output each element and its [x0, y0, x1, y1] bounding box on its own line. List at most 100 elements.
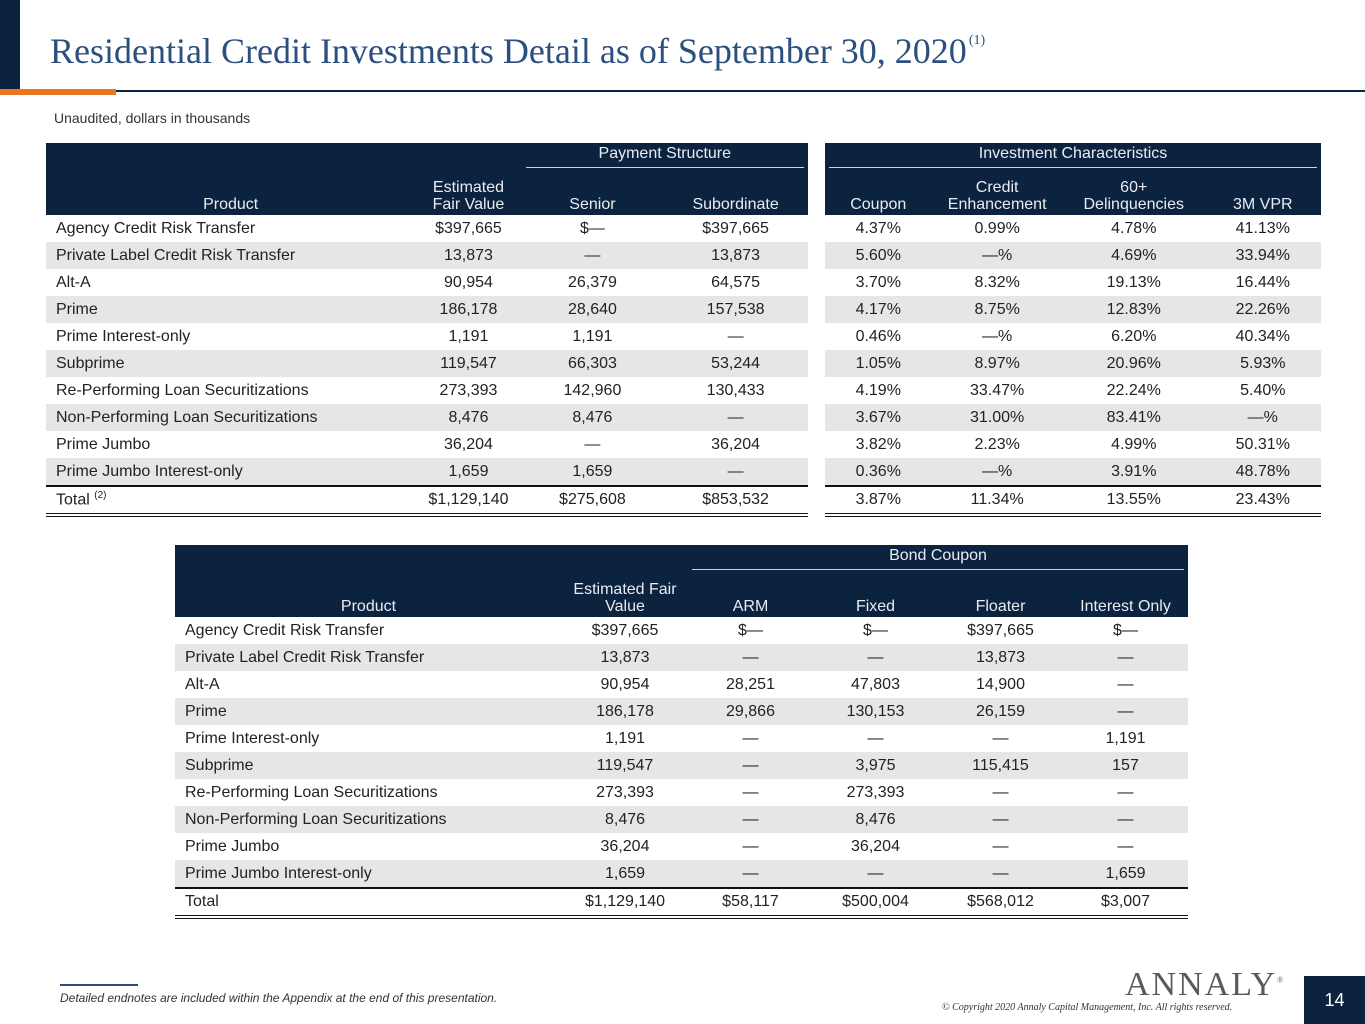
- left-accent-bar: [0, 0, 20, 90]
- value-cell: 33.94%: [1204, 242, 1321, 269]
- product-cell: Prime Jumbo Interest-only: [175, 860, 562, 888]
- column-header-row: Product Estimated Fair Value ARM Fixed F…: [175, 572, 1188, 617]
- value-cell: 31.00%: [931, 404, 1063, 431]
- value-cell: 1,659: [521, 458, 664, 486]
- title-rule: [20, 90, 1365, 92]
- value-cell: 28,251: [726, 675, 775, 693]
- value-cell: 4.37%: [855, 219, 901, 237]
- value-cell: $397,665: [702, 219, 769, 237]
- value-cell: $—: [738, 621, 763, 639]
- footnote-rule: [60, 984, 138, 986]
- group-header-investment-characteristics: Investment Characteristics: [825, 143, 1321, 170]
- value-cell: —: [688, 860, 813, 888]
- value-cell: 115,415: [938, 752, 1063, 779]
- total-value-cell: $500,004: [813, 887, 938, 919]
- annaly-logo: ANNALY®: [1125, 966, 1286, 1003]
- value-cell: 83.41%: [1062, 404, 1205, 431]
- table-row: Prime Jumbo Interest-only 1,659 1,659—0.36…: [46, 458, 1321, 486]
- value-cell: 19.13%: [1106, 273, 1161, 291]
- value-cell: 186,178: [562, 698, 688, 725]
- total-row: Total (2) $1,129,140 $275,608 $853,532 3.87%…: [46, 485, 1321, 517]
- column-header: Credit Enhancement: [931, 170, 1063, 215]
- column-header: Subordinate: [663, 170, 808, 215]
- value-cell: 8.32%: [974, 273, 1020, 291]
- value-cell: 157: [1063, 752, 1188, 779]
- column-header: Estimated Fair Value: [562, 572, 688, 617]
- value-cell: —: [521, 242, 664, 269]
- column-header: Floater: [938, 572, 1063, 617]
- table-row: Non-Performing Loan Securitizations 8,476…: [175, 806, 1188, 833]
- table-row: Private Label Credit Risk Transfer 13,873…: [175, 644, 1188, 671]
- total-value-cell: $1,129,140: [562, 887, 688, 919]
- value-cell: 20.96%: [1062, 350, 1205, 377]
- value-cell: 13,873: [938, 644, 1063, 671]
- value-cell: —: [727, 327, 744, 345]
- value-cell: 36,204: [600, 837, 650, 855]
- value-cell: —: [867, 729, 884, 747]
- value-cell: $—: [1113, 621, 1138, 639]
- total-label-text: Total: [56, 491, 90, 509]
- product-cell: Prime Interest-only: [56, 327, 191, 345]
- table-row: Alt-A 90,954 28,251 47,803 14,900 —: [175, 671, 1188, 698]
- value-cell: —: [992, 837, 1009, 855]
- bond-coupon-table: Bond Coupon Product Estimated Fair Value…: [175, 545, 1188, 919]
- product-cell: Prime Interest-only: [185, 729, 320, 747]
- value-cell: —: [938, 860, 1063, 888]
- value-cell: 40.34%: [1235, 327, 1290, 345]
- value-cell: 90,954: [444, 273, 493, 291]
- value-cell: 33.47%: [970, 381, 1025, 399]
- column-header-row: Product Estimated Fair Value Senior Subo…: [46, 170, 1321, 215]
- value-cell: 273,393: [846, 783, 905, 801]
- value-cell: 48.78%: [1204, 458, 1321, 486]
- table-row: Subprime 119,547 66,303 53,244 1.05% 8.97% 20.…: [46, 350, 1321, 377]
- value-cell: 1,191: [448, 327, 489, 345]
- total-label: Total (2): [46, 485, 416, 517]
- column-header: ARM: [688, 572, 813, 617]
- value-cell: $—: [863, 621, 888, 639]
- column-header: Estimated Fair Value: [415, 170, 522, 215]
- table-row: Prime Jumbo 36,204 — 36,204 — —: [175, 833, 1188, 860]
- value-cell: —: [1117, 675, 1134, 693]
- value-cell: 47,803: [851, 675, 900, 693]
- total-value-cell: $275,608: [521, 485, 664, 517]
- product-cell: Subprime: [46, 350, 416, 377]
- value-cell: 3,975: [813, 752, 938, 779]
- table-row: Prime 186,178 29,866 130,153 26,159—: [175, 698, 1188, 725]
- total-footnote-marker: (2): [94, 490, 107, 502]
- value-cell: $397,665: [435, 219, 502, 237]
- value-cell: 8,476: [813, 806, 938, 833]
- value-cell: 64,575: [711, 273, 761, 291]
- table-body: Agency Credit Risk Transfer $397,665 $— $— $…: [175, 617, 1188, 919]
- value-cell: 1,659: [415, 458, 522, 486]
- value-cell: —: [742, 837, 759, 855]
- value-cell: 1,659: [1063, 860, 1188, 888]
- value-cell: 4.69%: [1062, 242, 1205, 269]
- table-row: Prime 186,178 28,640 157,538 4.17% 8.75% 12.83…: [46, 296, 1321, 323]
- value-cell: 5.40%: [1240, 381, 1286, 399]
- value-cell: —: [688, 806, 813, 833]
- table-row: Re-Performing Loan Securitizations 273,39…: [175, 779, 1188, 806]
- value-cell: 13,873: [663, 242, 808, 269]
- column-header: Coupon: [825, 170, 932, 215]
- value-cell: 130,153: [813, 698, 938, 725]
- value-cell: —%: [1204, 404, 1321, 431]
- value-cell: —: [813, 860, 938, 888]
- value-cell: $—: [579, 219, 605, 237]
- value-cell: —: [1063, 644, 1188, 671]
- value-cell: —%: [931, 458, 1063, 486]
- table-body: Agency Credit Risk Transfer $397,665 $— $39…: [46, 215, 1321, 517]
- value-cell: 13,873: [415, 242, 522, 269]
- product-cell: Subprime: [175, 752, 562, 779]
- value-cell: 2.23%: [974, 435, 1020, 453]
- subtitle: Unaudited, dollars in thousands: [54, 110, 251, 126]
- table-row: Alt-A 90,954 26,379 64,575 3.70% 8.32% 19.13% 1…: [46, 269, 1321, 296]
- page-title: Residential Credit Investments Detail as…: [50, 31, 986, 71]
- value-cell: 22.24%: [1106, 381, 1161, 399]
- value-cell: 26,159: [938, 698, 1063, 725]
- total-row: Total $1,129,140 $58,117 $500,004 $568,012 $3…: [175, 887, 1188, 919]
- product-cell: Prime: [46, 296, 416, 323]
- value-cell: 186,178: [415, 296, 522, 323]
- value-cell: 36,204: [444, 435, 493, 453]
- title-footnote-marker: (1): [968, 33, 986, 48]
- residential-credit-table: Payment Structure Investment Characteris…: [46, 143, 1321, 517]
